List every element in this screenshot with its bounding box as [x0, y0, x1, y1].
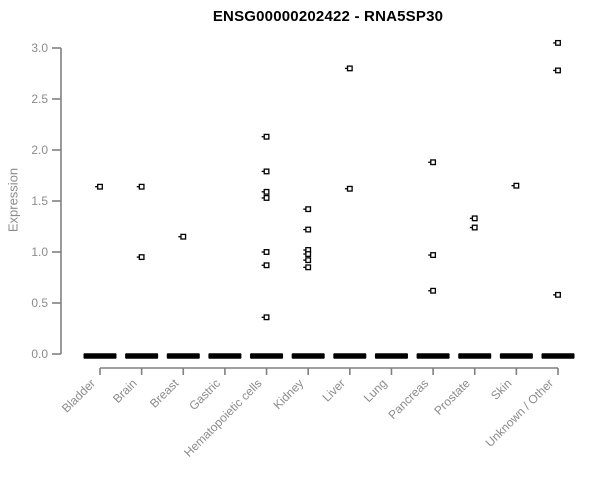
- data-point: [430, 287, 437, 294]
- y-tick-label: 1.0: [31, 245, 48, 259]
- data-point: [263, 314, 270, 321]
- data-point: [138, 183, 145, 190]
- data-point: [305, 264, 312, 271]
- data-point: [180, 233, 187, 240]
- zero-expression-cluster: [166, 353, 200, 359]
- x-tick-label: Prostate: [431, 376, 473, 418]
- zero-expression-cluster: [125, 353, 159, 359]
- data-point: [305, 257, 312, 264]
- data-point: [97, 183, 103, 190]
- y-tick-label: 2.0: [31, 143, 48, 157]
- data-point: [138, 254, 145, 261]
- data-point: [305, 206, 312, 213]
- zero-expression-cluster: [291, 353, 325, 359]
- x-tick-label: Brain: [110, 376, 140, 406]
- data-point: [513, 182, 520, 189]
- data-point: [346, 185, 353, 192]
- y-tick-label: 3.0: [31, 41, 48, 55]
- data-point: [555, 67, 561, 74]
- data-point: [263, 188, 270, 195]
- y-tick-label: 1.5: [31, 194, 48, 208]
- zero-expression-cluster: [416, 353, 450, 359]
- zero-expression-cluster: [541, 353, 575, 359]
- zero-expression-cluster: [499, 353, 533, 359]
- data-point: [346, 65, 353, 72]
- data-point: [305, 226, 312, 233]
- data-point: [555, 39, 561, 46]
- y-tick-label: 2.5: [31, 92, 48, 106]
- data-point: [263, 194, 270, 201]
- data-point: [471, 224, 478, 231]
- x-tick-label: Hematopoietic cells: [181, 376, 264, 459]
- x-tick-label: Bladder: [59, 376, 98, 415]
- data-point: [263, 133, 270, 140]
- y-tick-label: 0.5: [31, 296, 48, 310]
- x-tick-label: Pancreas: [385, 376, 431, 422]
- zero-expression-cluster: [333, 353, 367, 359]
- y-tick-label: 0.0: [31, 347, 48, 361]
- data-point: [471, 215, 478, 222]
- zero-expression-cluster: [208, 353, 242, 359]
- zero-expression-cluster: [458, 353, 492, 359]
- chart-title: ENSG00000202422 - RNA5SP30: [212, 8, 444, 25]
- x-tick-label: Kidney: [270, 376, 306, 412]
- data-point: [430, 252, 437, 259]
- x-tick-label: Skin: [488, 376, 514, 402]
- x-tick-label: Liver: [320, 376, 348, 404]
- x-tick-label: Lung: [361, 376, 390, 405]
- x-tick-label: Breast: [147, 376, 182, 411]
- zero-expression-cluster: [83, 353, 117, 359]
- zero-expression-cluster: [250, 353, 284, 359]
- x-tick-label: Gastric: [186, 376, 223, 413]
- data-point: [263, 262, 270, 269]
- data-point: [305, 251, 312, 257]
- data-point: [430, 159, 437, 166]
- zero-expression-cluster: [374, 353, 408, 359]
- data-point: [555, 291, 561, 298]
- data-point: [263, 249, 270, 255]
- data-point: [263, 168, 270, 175]
